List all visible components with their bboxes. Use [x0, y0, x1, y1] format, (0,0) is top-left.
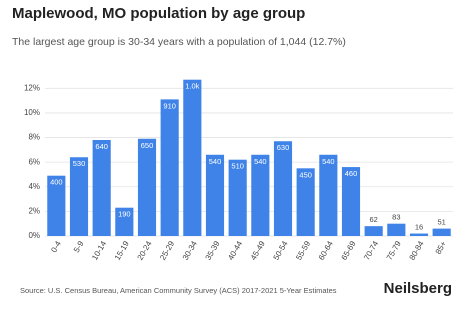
data-label: 630 — [277, 143, 290, 152]
bar — [228, 159, 247, 236]
data-label: 540 — [322, 157, 335, 166]
bar — [115, 207, 134, 236]
x-tick-label: 80-84 — [408, 239, 426, 262]
data-label: 460 — [345, 169, 358, 178]
data-label: 450 — [299, 170, 312, 179]
chart-title: Maplewood, MO population by age group — [12, 5, 305, 22]
data-label: 51 — [437, 218, 445, 227]
data-label: 540 — [254, 157, 267, 166]
data-label: 530 — [73, 159, 86, 168]
bar — [364, 226, 383, 236]
x-tick-label: 5-9 — [72, 239, 86, 254]
data-label: 400 — [50, 178, 63, 187]
data-label: 83 — [392, 213, 400, 222]
x-tick-label: 85+ — [434, 239, 449, 256]
bar — [183, 79, 202, 236]
bar — [251, 154, 270, 236]
bar — [409, 233, 429, 236]
source-note: Source: U.S. Census Bureau, American Com… — [20, 286, 337, 295]
y-tick-label: 4% — [28, 182, 40, 191]
y-tick-label: 6% — [28, 157, 40, 166]
bar — [273, 141, 293, 236]
x-tick-label: 25-29 — [158, 239, 176, 262]
bar — [387, 223, 406, 236]
brand-logo: Neilsberg — [384, 280, 452, 297]
x-tick-label: 20-24 — [136, 239, 154, 262]
x-tick-label: 60-64 — [317, 239, 335, 262]
chart-subtitle: The largest age group is 30-34 years wit… — [12, 36, 346, 48]
x-tick-label: 30-34 — [181, 239, 199, 262]
bar — [69, 157, 89, 236]
data-label: 650 — [141, 141, 154, 150]
x-tick-label: 45-49 — [249, 239, 267, 262]
x-tick-label: 40-44 — [226, 239, 244, 262]
x-tick-label: 10-14 — [90, 239, 108, 262]
x-tick-label: 35-39 — [204, 239, 222, 262]
data-label: 190 — [118, 210, 131, 219]
data-label: 1.0k — [185, 82, 199, 91]
x-tick-label: 70-74 — [362, 239, 380, 262]
data-label: 62 — [369, 215, 377, 224]
data-label: 16 — [415, 223, 423, 232]
x-tick-label: 0-4 — [49, 239, 63, 254]
y-tick-label: 2% — [28, 206, 40, 215]
y-tick-label: 10% — [24, 108, 40, 117]
data-label: 910 — [163, 101, 176, 110]
bar — [341, 167, 361, 236]
bar — [205, 154, 225, 236]
x-tick-label: 75-79 — [385, 239, 403, 262]
data-label: 540 — [209, 157, 222, 166]
bar — [92, 140, 111, 236]
data-label: 640 — [95, 142, 108, 151]
y-tick-label: 8% — [28, 133, 40, 142]
bar — [47, 175, 66, 236]
bar — [296, 168, 315, 236]
x-tick-label: 55-59 — [294, 239, 312, 262]
bar — [432, 228, 451, 236]
bar — [137, 138, 157, 236]
y-tick-label: 0% — [28, 231, 40, 240]
x-tick-label: 15-19 — [113, 239, 131, 262]
x-tick-label: 50-54 — [272, 239, 290, 262]
x-tick-label: 65-69 — [340, 239, 358, 262]
y-tick-label: 12% — [24, 83, 40, 92]
data-label: 510 — [231, 162, 244, 171]
bar — [160, 99, 179, 236]
bar — [319, 154, 338, 236]
